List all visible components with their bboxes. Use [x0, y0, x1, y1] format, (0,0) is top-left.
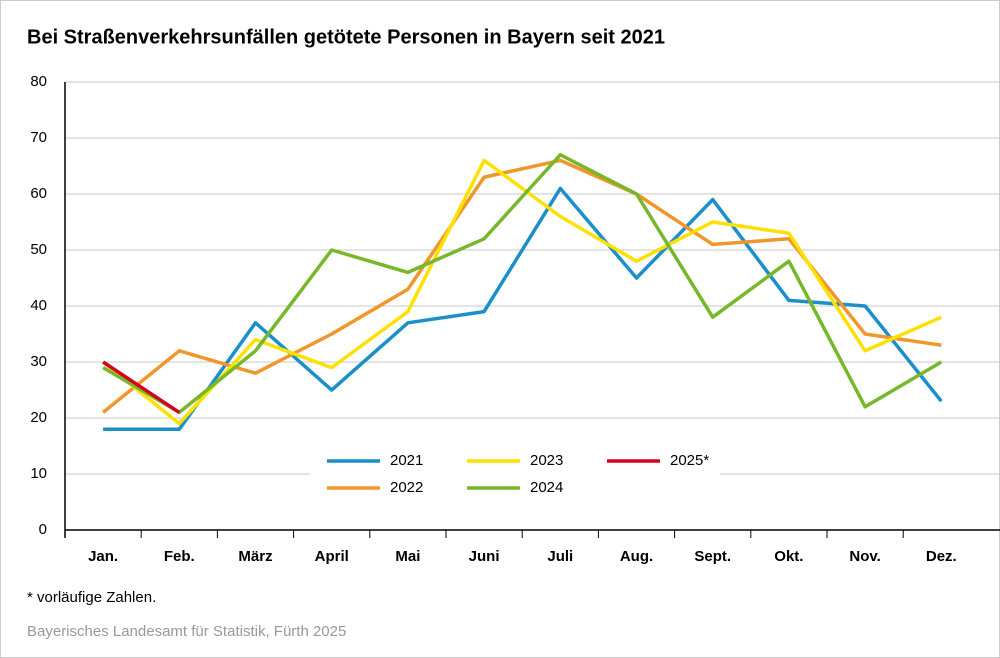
y-tick-label: 70: [30, 129, 47, 146]
y-tick-label: 60: [30, 185, 47, 202]
x-tick-label: Juli: [547, 548, 573, 565]
legend-label: 2022: [390, 479, 423, 496]
x-tick-label: Aug.: [620, 548, 653, 565]
series-line: [102, 360, 181, 414]
source: Bayerisches Landesamt für Statistik, Für…: [27, 623, 346, 640]
y-tick-label: 0: [39, 521, 47, 538]
x-tick-label: Sept.: [694, 548, 731, 565]
legend-label: 2025*: [670, 452, 709, 469]
x-tick-label: April: [315, 548, 349, 565]
y-tick-label: 30: [30, 353, 47, 370]
series-line: [101, 158, 943, 426]
x-tick-label: März: [238, 548, 272, 565]
chart-title: Bei Straßenverkehrsunfällen getötete Per…: [27, 26, 665, 48]
legend-box: [310, 445, 720, 505]
series-line: [102, 153, 943, 415]
x-tick-label: Feb.: [164, 548, 195, 565]
x-tick-label: Nov.: [849, 548, 880, 565]
legend-label: 2021: [390, 452, 423, 469]
legend-label: 2023: [530, 452, 563, 469]
x-tick-label: Mai: [395, 548, 420, 565]
x-tick-label: Dez.: [926, 548, 957, 565]
y-tick-label: 40: [30, 297, 47, 314]
y-tick-label: 50: [30, 241, 47, 258]
series-line: [103, 186, 943, 431]
y-tick-label: 80: [30, 73, 47, 90]
x-tick-label: Jan.: [88, 548, 118, 565]
y-tick-label: 10: [30, 465, 47, 482]
legend-label: 2024: [530, 479, 563, 496]
x-tick-label: Juni: [469, 548, 500, 565]
y-tick-label: 20: [30, 409, 47, 426]
x-tick-label: Okt.: [774, 548, 803, 565]
footnote: * vorläufige Zahlen.: [27, 589, 156, 606]
